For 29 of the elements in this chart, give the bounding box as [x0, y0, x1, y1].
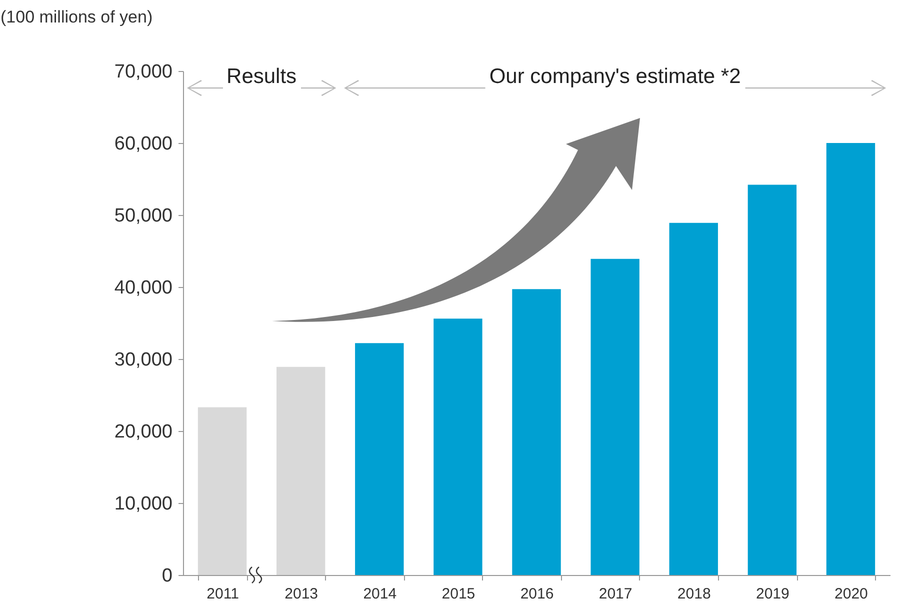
y-tick-label: 10,000 — [114, 494, 172, 514]
bar — [198, 407, 247, 575]
bar — [355, 343, 404, 575]
y-axis-title: (100 millions of yen) — [0, 8, 153, 26]
x-tick-label: 2017 — [598, 586, 632, 602]
bar — [434, 318, 482, 575]
y-tick-label: 30,000 — [114, 350, 172, 370]
x-tick-label: 2013 — [284, 586, 318, 602]
bar — [590, 258, 640, 575]
bar — [669, 222, 718, 575]
x-tick-label: 2016 — [520, 586, 554, 602]
x-tick-label: 2019 — [756, 586, 790, 602]
x-tick-label: 2014 — [363, 586, 397, 602]
x-tick-label: 2015 — [442, 586, 476, 602]
bar — [512, 289, 561, 575]
bar — [826, 143, 876, 575]
y-tick-label: 0 — [162, 566, 172, 586]
annotation: Results — [222, 65, 301, 89]
y-tick-label: 40,000 — [114, 278, 172, 298]
bar — [748, 184, 797, 575]
y-tick-label: 70,000 — [114, 62, 172, 82]
x-tick-label: 2018 — [677, 586, 711, 602]
y-tick-label: 50,000 — [114, 206, 172, 226]
x-tick-label: 2011 — [206, 586, 239, 602]
y-tick-label: 60,000 — [114, 134, 172, 154]
x-tick-label: 2020 — [834, 586, 868, 602]
y-tick-label: 20,000 — [114, 422, 172, 442]
annotation: Our company's estimate *2 — [485, 65, 745, 89]
bar — [276, 366, 326, 575]
